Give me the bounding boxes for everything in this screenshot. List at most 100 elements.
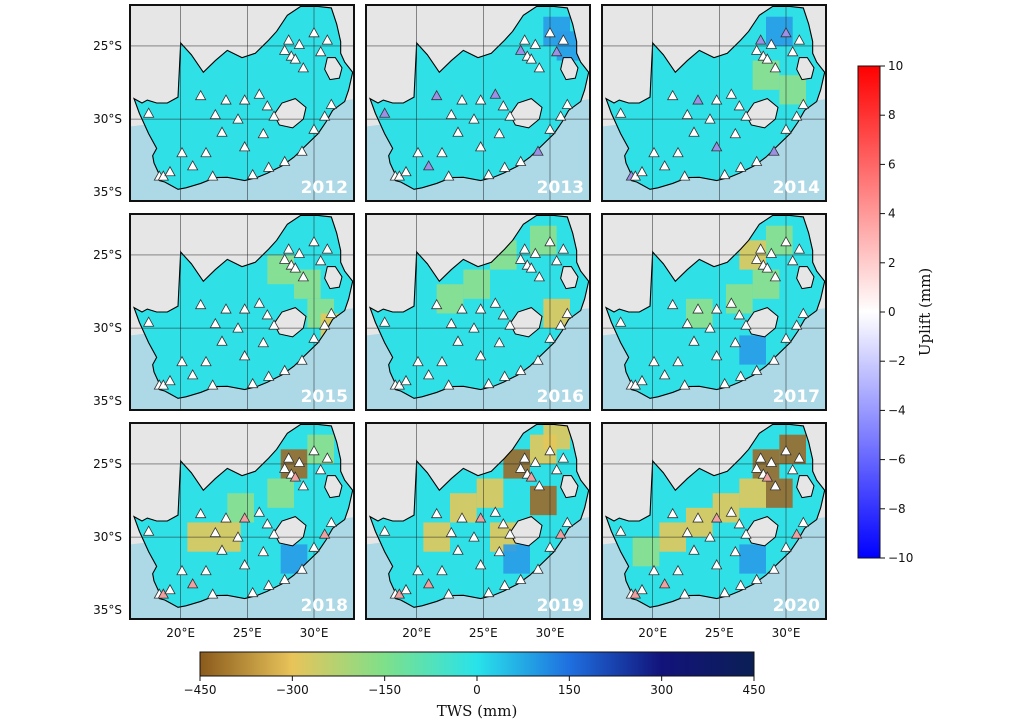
gnss-station-marker [710, 350, 723, 361]
gnss-station-marker [422, 369, 435, 380]
tws-cell [632, 537, 660, 567]
gnss-station-marker [754, 452, 767, 463]
gnss-station-marker [325, 307, 338, 318]
gnss-station-marker [710, 303, 723, 314]
gnss-station-marker [194, 507, 207, 519]
uplift-colorbar-bar [857, 65, 881, 559]
gnss-station-marker [232, 322, 244, 333]
gnss-station-marker [216, 544, 228, 555]
gnss-station-marker [456, 512, 468, 523]
country-outline [368, 423, 590, 608]
gnss-station-marker [445, 317, 458, 329]
panel-frame [601, 422, 827, 620]
gnss-station-marker [442, 588, 455, 599]
gnss-station-marker [525, 53, 538, 64]
gnss-station-marker [504, 110, 516, 121]
gnss-station-marker [268, 528, 280, 539]
gnss-station-marker [754, 34, 767, 45]
gnss-station-marker [436, 146, 448, 158]
gnss-station-marker [209, 108, 222, 120]
gnss-station-marker [238, 512, 251, 523]
gnss-station-marker [498, 579, 511, 590]
lesotho [509, 307, 543, 338]
tws-cell [739, 544, 766, 574]
gnss-station-marker [790, 528, 803, 539]
gnss-station-marker [452, 544, 464, 555]
country-outline [604, 423, 826, 608]
gnss-station-marker [238, 559, 251, 570]
gnss-station-marker [761, 262, 774, 273]
gnss-station-marker [261, 309, 274, 320]
gnss-station-marker [482, 168, 495, 180]
gnss-station-marker [378, 525, 391, 536]
tws-cell [739, 335, 766, 365]
country-outline [368, 214, 590, 399]
gnss-station-marker [474, 512, 487, 523]
gnss-station-marker [557, 34, 570, 45]
panel-year-label: 2019 [537, 596, 584, 616]
gnss-station-marker [710, 94, 723, 105]
gnss-station-marker [768, 354, 780, 365]
tws-cell [530, 485, 557, 516]
gnss-station-marker [550, 45, 563, 57]
gnss-station-marker [750, 573, 763, 584]
map-panel-2018: 2018 [129, 422, 355, 620]
gnss-station-marker [378, 107, 391, 118]
gnss-station-marker [482, 586, 495, 598]
gnss-station-marker [672, 564, 684, 576]
gnss-station-marker [498, 370, 511, 381]
tws-tick-label: −300 [276, 683, 309, 697]
tws-cell [739, 478, 766, 508]
gnss-station-marker [200, 564, 212, 576]
gnss-station-marker [186, 160, 199, 171]
gnss-station-marker [554, 528, 567, 539]
gnss-station-marker [704, 113, 716, 124]
gnss-station-marker [704, 531, 716, 542]
gnss-station-marker [780, 26, 792, 38]
gnss-station-marker [318, 110, 331, 121]
gnss-station-marker [740, 528, 752, 539]
gnss-station-marker [750, 462, 763, 473]
gnss-station-marker [262, 370, 275, 381]
tws-tick-label: 0 [473, 683, 481, 697]
gnss-station-marker [164, 374, 176, 386]
uplift-tick-label: −10 [888, 551, 913, 565]
lesotho [745, 98, 779, 129]
gnss-station-marker [246, 168, 259, 180]
map-panels-grid: 2012 2013 2014 2015 2016 2017 2018 2019 2020 [129, 4, 827, 620]
uplift-colorbar-ticks: 10 8 6 4 2 0 −2 −4 −6 −8 −10 [880, 59, 913, 565]
gnss-station-marker [232, 531, 244, 542]
eswatini [324, 57, 343, 81]
gnss-station-marker [430, 298, 443, 310]
gnss-station-marker [761, 53, 774, 64]
lesotho [745, 307, 779, 338]
panel-frame [129, 213, 355, 411]
gnss-station-marker [750, 364, 763, 375]
tws-tick-label: 450 [743, 683, 766, 697]
gnss-station-marker [422, 160, 435, 171]
gnss-station-marker [614, 316, 627, 327]
gnss-station-marker [206, 170, 219, 181]
gnss-station-marker [278, 573, 291, 584]
gnss-station-marker [314, 45, 327, 57]
gnss-station-marker [780, 541, 792, 552]
gnss-station-marker [769, 271, 782, 282]
uplift-colorbar: 10 8 6 4 2 0 −2 −4 −6 −8 −10 Uplift (mm) [857, 59, 934, 565]
eswatini [796, 266, 815, 290]
gnss-station-marker [164, 165, 176, 177]
uplift-tick-label: 6 [888, 157, 896, 171]
map-panel-2017: 2017 [601, 213, 827, 411]
gnss-station-marker [325, 516, 338, 527]
gnss-station-marker [468, 322, 480, 333]
gnss-station-marker [289, 471, 302, 482]
latitude-labels: 25°S 30°S 35°S 25°S 30°S 35°S 25°S 30°S 35°S [93, 39, 122, 617]
gnss-station-marker [456, 303, 468, 314]
gnss-station-marker [442, 379, 455, 390]
gnss-station-marker [468, 113, 480, 124]
gnss-station-marker [142, 316, 155, 327]
latitude-tick-label: 25°S [93, 39, 122, 53]
tws-tick-label: 300 [650, 683, 673, 697]
eswatini [560, 266, 579, 290]
gnss-station-marker [497, 309, 510, 320]
gnss-station-marker [216, 335, 228, 346]
